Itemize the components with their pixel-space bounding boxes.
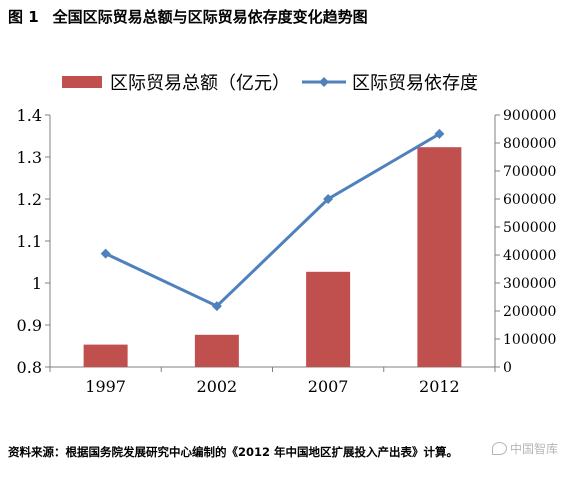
right-tick-label: 400000 (503, 248, 556, 264)
bar (83, 344, 128, 367)
bar (194, 334, 239, 367)
legend-swatch-marker (319, 77, 329, 87)
x-tick-label: 2002 (197, 377, 238, 396)
line-point (100, 248, 111, 259)
left-tick-label: 0.8 (17, 358, 42, 377)
figure-number: 图 1 (8, 8, 39, 26)
left-tick-label: 1.1 (17, 232, 42, 251)
watermark: 中国智库 (492, 440, 558, 457)
left-tick-label: 1.3 (17, 148, 42, 167)
series-line (104, 132, 441, 308)
bar (417, 147, 462, 367)
figure-title-text: 全国区际贸易总额与区际贸易依存度变化趋势图 (52, 8, 368, 26)
left-tick-label: 0.9 (17, 316, 42, 335)
legend: 区际贸易总额（亿元） 区际贸易依存度 (62, 73, 478, 94)
right-tick-label: 900000 (503, 108, 556, 124)
right-tick-label: 500000 (503, 220, 556, 236)
watermark-text: 中国智库 (510, 442, 559, 456)
axes: 0.8 0.9 1 1.1 1.2 1.3 1.4 0 100000 200000 300000 40… (17, 106, 557, 396)
source-note: 资料来源：根据国务院发展研究中心编制的《2012 年中国地区扩展投入产出表》计算… (8, 445, 459, 459)
wechat-icon (492, 442, 507, 455)
line-series (100, 128, 445, 312)
right-tick-label: 800000 (503, 136, 556, 152)
line-point (323, 194, 334, 204)
line-point (211, 301, 222, 312)
bar (306, 271, 351, 367)
line-point (434, 128, 445, 139)
legend-label-line: 区际贸易依存度 (352, 73, 478, 94)
left-tick-label: 1.4 (17, 106, 42, 125)
right-tick-label: 600000 (503, 192, 556, 208)
right-tick-label: 700000 (503, 164, 556, 180)
right-tick-label: 200000 (503, 304, 556, 320)
legend-swatch-bar (62, 76, 102, 88)
chart: 区际贸易总额（亿元） 区际贸易依存度 0.8 0.9 1 1.1 1.2 1.3 1.4 0 10… (17, 73, 557, 396)
x-tick-label: 2007 (308, 377, 349, 396)
right-tick-label: 0 (503, 360, 512, 376)
figure-title: 图 1 全国区际贸易总额与区际贸易依存度变化趋势图 (8, 6, 368, 27)
bar-series (83, 147, 462, 367)
right-tick-label: 100000 (503, 332, 556, 348)
x-tick-label: 2012 (419, 377, 460, 396)
left-tick-label: 1 (32, 274, 42, 293)
left-tick-label: 1.2 (17, 190, 42, 209)
x-tick-label: 1997 (85, 377, 126, 396)
legend-label-bar: 区际贸易总额（亿元） (110, 73, 290, 94)
right-tick-label: 300000 (503, 276, 556, 292)
